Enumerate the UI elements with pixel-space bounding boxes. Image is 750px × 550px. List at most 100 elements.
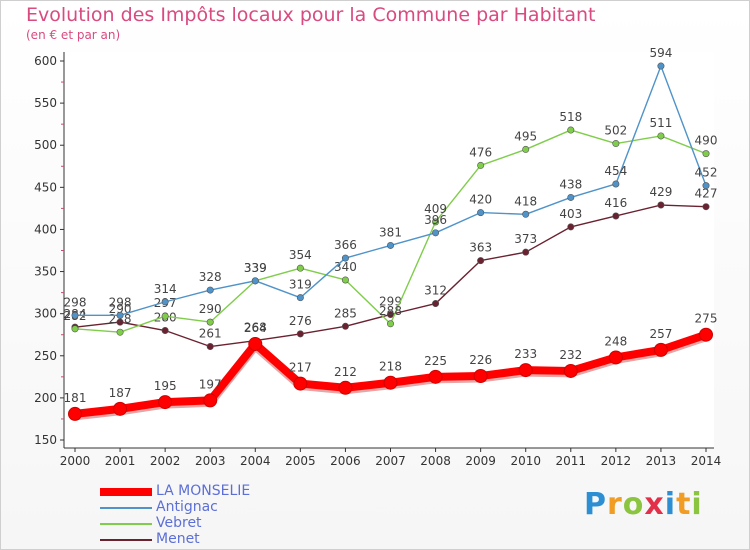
chart-series: 2842902802612682762852993123633734034164… — [64, 46, 718, 421]
data-label: 339 — [244, 261, 267, 275]
data-point — [563, 363, 578, 378]
data-label: 187 — [109, 386, 132, 400]
legend-swatch — [100, 488, 152, 496]
data-label: 275 — [695, 312, 718, 326]
data-point — [206, 343, 214, 351]
x-tick-label: 2014 — [691, 454, 722, 468]
data-point — [702, 182, 710, 190]
data-point — [341, 322, 349, 330]
data-label: 197 — [199, 377, 222, 391]
x-tick-label: 2009 — [465, 454, 496, 468]
series-antignac: 298 298 314 328 339 319 366 381 396 420 418 438 454 5… — [64, 46, 717, 319]
legend-swatch — [100, 539, 152, 541]
data-point — [518, 363, 533, 378]
data-point — [386, 241, 394, 249]
series-la-monselie: 181 187 195 197 264 217 212 218 225 226 233 232 248 2… — [64, 312, 718, 421]
data-point — [113, 401, 128, 416]
data-point — [612, 180, 620, 188]
data-label: 438 — [559, 177, 582, 191]
data-label: 476 — [469, 145, 492, 159]
data-label: 420 — [469, 193, 492, 207]
data-label: 218 — [379, 360, 402, 374]
x-tick-label: 2010 — [510, 454, 541, 468]
data-point — [251, 277, 259, 285]
data-point — [71, 311, 79, 319]
data-label: 396 — [424, 213, 447, 227]
data-point — [612, 212, 620, 220]
data-point — [567, 126, 575, 134]
x-tick-label: 2003 — [195, 454, 226, 468]
data-point — [296, 264, 304, 272]
data-label: 366 — [334, 238, 357, 252]
data-point — [567, 193, 575, 201]
y-tick-label: 550 — [34, 96, 57, 110]
data-label: 233 — [514, 347, 537, 361]
logo-letter: i — [664, 487, 677, 522]
y-tick-label: 250 — [34, 349, 57, 363]
data-label: 416 — [604, 196, 627, 210]
x-tick-label: 2011 — [556, 454, 587, 468]
legend-label: LA MONSELIE — [156, 483, 251, 499]
data-point — [702, 203, 710, 211]
data-point — [477, 161, 485, 169]
x-tick-label: 2012 — [601, 454, 632, 468]
data-label: 298 — [64, 295, 87, 309]
x-tick-label: 2007 — [375, 454, 406, 468]
data-point — [68, 406, 82, 421]
y-tick-label: 200 — [34, 391, 57, 405]
data-label: 518 — [559, 110, 582, 124]
data-point — [161, 327, 169, 335]
data-label: 427 — [695, 187, 718, 201]
data-point — [612, 140, 620, 148]
data-label: 195 — [154, 379, 177, 393]
data-label: 594 — [649, 46, 672, 60]
data-label: 290 — [199, 302, 222, 316]
data-label: 502 — [604, 124, 627, 138]
data-label: 212 — [334, 365, 357, 379]
logo-letter: i — [691, 487, 703, 522]
data-label: 226 — [469, 353, 492, 367]
data-label: 418 — [514, 194, 537, 208]
x-tick-label: 2008 — [420, 454, 451, 468]
legend-swatch — [100, 507, 152, 509]
y-tick-label: 350 — [34, 265, 57, 279]
data-label: 354 — [289, 248, 312, 262]
data-label: 328 — [199, 270, 222, 284]
y-tick-label: 150 — [34, 433, 57, 447]
data-point — [477, 257, 485, 265]
data-label: 381 — [379, 225, 402, 239]
data-label: 298 — [109, 295, 132, 309]
x-tick-label: 2001 — [105, 454, 136, 468]
y-tick-label: 300 — [34, 307, 57, 321]
data-point — [338, 380, 353, 395]
series-vebret: 2822782972903393543402884094764955185025… — [64, 110, 718, 336]
data-point — [657, 201, 665, 209]
logo-letter: x — [644, 487, 665, 522]
data-label: 299 — [379, 295, 402, 309]
data-label: 409 — [424, 202, 447, 216]
data-point — [608, 350, 623, 365]
data-point — [477, 209, 485, 217]
data-label: 225 — [424, 354, 447, 368]
data-point — [522, 145, 530, 153]
x-tick-label: 2004 — [240, 454, 271, 468]
data-point — [203, 393, 218, 408]
data-point — [341, 276, 349, 284]
data-label: 373 — [514, 232, 537, 246]
data-point — [699, 327, 713, 342]
legend-swatch — [100, 523, 152, 525]
data-label: 319 — [289, 278, 312, 292]
logo-letter: o — [622, 487, 645, 522]
data-label: 403 — [559, 207, 582, 221]
data-point — [293, 376, 308, 391]
data-point — [386, 311, 394, 319]
x-tick-label: 2005 — [285, 454, 316, 468]
data-label: 490 — [695, 134, 718, 148]
data-point — [432, 218, 440, 226]
data-label: 511 — [649, 116, 672, 130]
data-label: 312 — [424, 284, 447, 298]
data-label: 454 — [604, 164, 627, 178]
data-label: 264 — [244, 321, 267, 335]
chart-title: Evolution des Impôts locaux pour la Comm… — [26, 4, 596, 26]
data-label: 288 — [379, 304, 402, 318]
